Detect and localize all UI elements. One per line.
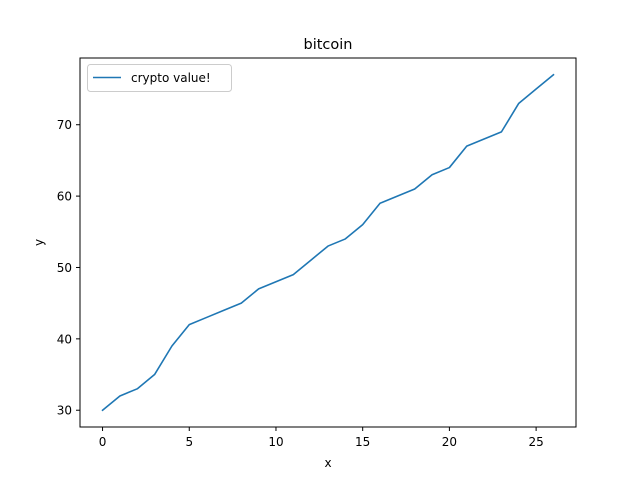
series-line	[101, 73, 555, 412]
y-axis-ticks: 30 40 50 60 70	[57, 118, 80, 418]
y-tick-label: 60	[57, 190, 72, 204]
x-tick-label: 15	[355, 435, 370, 449]
legend-label: crypto value!	[131, 71, 211, 85]
x-tick-label: 0	[99, 435, 107, 449]
x-axis-label: x	[324, 456, 331, 470]
series-layer	[101, 73, 555, 412]
x-tick-label: 25	[528, 435, 543, 449]
legend-box	[87, 64, 232, 92]
x-axis-ticks: 0 5 10 15 20 25	[99, 427, 544, 449]
y-tick-label: 40	[57, 332, 72, 346]
legend: crypto value!	[87, 64, 232, 92]
y-tick-label: 50	[57, 261, 72, 275]
plot-area-frame	[79, 57, 577, 428]
y-tick-label: 70	[57, 118, 72, 132]
chart-title: bitcoin	[304, 37, 353, 53]
y-tick-label: 30	[57, 404, 72, 418]
x-tick-label: 20	[442, 435, 457, 449]
x-tick-label: 5	[185, 435, 193, 449]
x-tick-label: 10	[268, 435, 283, 449]
y-axis-label: y	[32, 239, 46, 246]
